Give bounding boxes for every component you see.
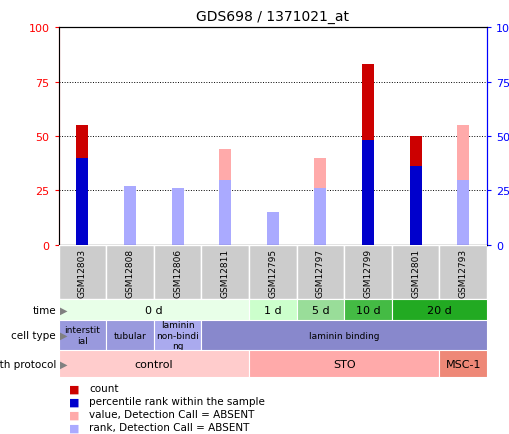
Text: ▶: ▶ <box>60 305 67 315</box>
Bar <box>59 245 106 299</box>
Text: 1 d: 1 d <box>264 305 281 315</box>
Bar <box>248 245 296 299</box>
Text: ■: ■ <box>69 384 79 393</box>
Bar <box>248 350 439 378</box>
Text: GSM12799: GSM12799 <box>363 248 372 297</box>
Bar <box>124 187 136 245</box>
Text: count: count <box>89 384 119 393</box>
Bar <box>201 320 486 350</box>
Bar <box>266 213 278 245</box>
Bar <box>124 187 136 245</box>
Bar <box>154 245 201 299</box>
Bar <box>106 245 154 299</box>
Text: cell type: cell type <box>11 330 56 340</box>
Text: 20 d: 20 d <box>426 305 451 315</box>
Text: GSM12801: GSM12801 <box>410 248 419 297</box>
Text: GSM12795: GSM12795 <box>268 248 277 297</box>
Text: MSC-1: MSC-1 <box>445 359 480 369</box>
Bar <box>106 320 154 350</box>
Bar <box>154 320 201 350</box>
Text: GSM12797: GSM12797 <box>316 248 324 297</box>
Text: STO: STO <box>332 359 355 369</box>
Text: GSM12808: GSM12808 <box>125 248 134 297</box>
Text: ■: ■ <box>69 397 79 406</box>
Bar <box>59 320 106 350</box>
Bar <box>219 180 231 245</box>
Bar <box>344 245 391 299</box>
Bar <box>76 126 88 245</box>
Bar <box>219 150 231 245</box>
Text: laminin
non-bindi
ng: laminin non-bindi ng <box>156 320 199 350</box>
Bar <box>439 245 486 299</box>
Text: 10 d: 10 d <box>355 305 380 315</box>
Bar <box>457 126 468 245</box>
Text: GSM12811: GSM12811 <box>220 248 229 297</box>
Bar <box>296 299 344 320</box>
Text: laminin binding: laminin binding <box>308 331 379 340</box>
Text: ▶: ▶ <box>60 330 67 340</box>
Bar <box>76 158 88 245</box>
Bar <box>314 158 326 245</box>
Text: time: time <box>33 305 56 315</box>
Bar <box>172 189 183 245</box>
Text: tubular: tubular <box>114 331 146 340</box>
Bar <box>361 65 373 245</box>
Bar <box>201 245 248 299</box>
Bar <box>409 167 421 245</box>
Bar <box>172 189 183 245</box>
Bar <box>391 245 439 299</box>
Bar <box>391 299 486 320</box>
Text: 0 d: 0 d <box>145 305 162 315</box>
Text: GSM12793: GSM12793 <box>458 248 467 297</box>
Text: interstit
ial: interstit ial <box>64 326 100 345</box>
Title: GDS698 / 1371021_at: GDS698 / 1371021_at <box>196 10 349 24</box>
Text: control: control <box>134 359 173 369</box>
Bar <box>344 299 391 320</box>
Text: 5 d: 5 d <box>311 305 329 315</box>
Bar <box>314 189 326 245</box>
Bar <box>296 245 344 299</box>
Text: ■: ■ <box>69 410 79 419</box>
Bar <box>248 299 296 320</box>
Text: percentile rank within the sample: percentile rank within the sample <box>89 397 265 406</box>
Text: ▶: ▶ <box>60 359 67 369</box>
Text: GSM12806: GSM12806 <box>173 248 182 297</box>
Bar <box>439 350 486 378</box>
Bar <box>457 180 468 245</box>
Text: GSM12803: GSM12803 <box>78 248 87 297</box>
Text: ■: ■ <box>69 423 79 432</box>
Bar <box>266 213 278 245</box>
Text: value, Detection Call = ABSENT: value, Detection Call = ABSENT <box>89 410 254 419</box>
Bar <box>59 350 248 378</box>
Bar <box>361 141 373 245</box>
Bar <box>409 137 421 245</box>
Text: growth protocol: growth protocol <box>0 359 56 369</box>
Bar <box>59 299 248 320</box>
Text: rank, Detection Call = ABSENT: rank, Detection Call = ABSENT <box>89 423 249 432</box>
